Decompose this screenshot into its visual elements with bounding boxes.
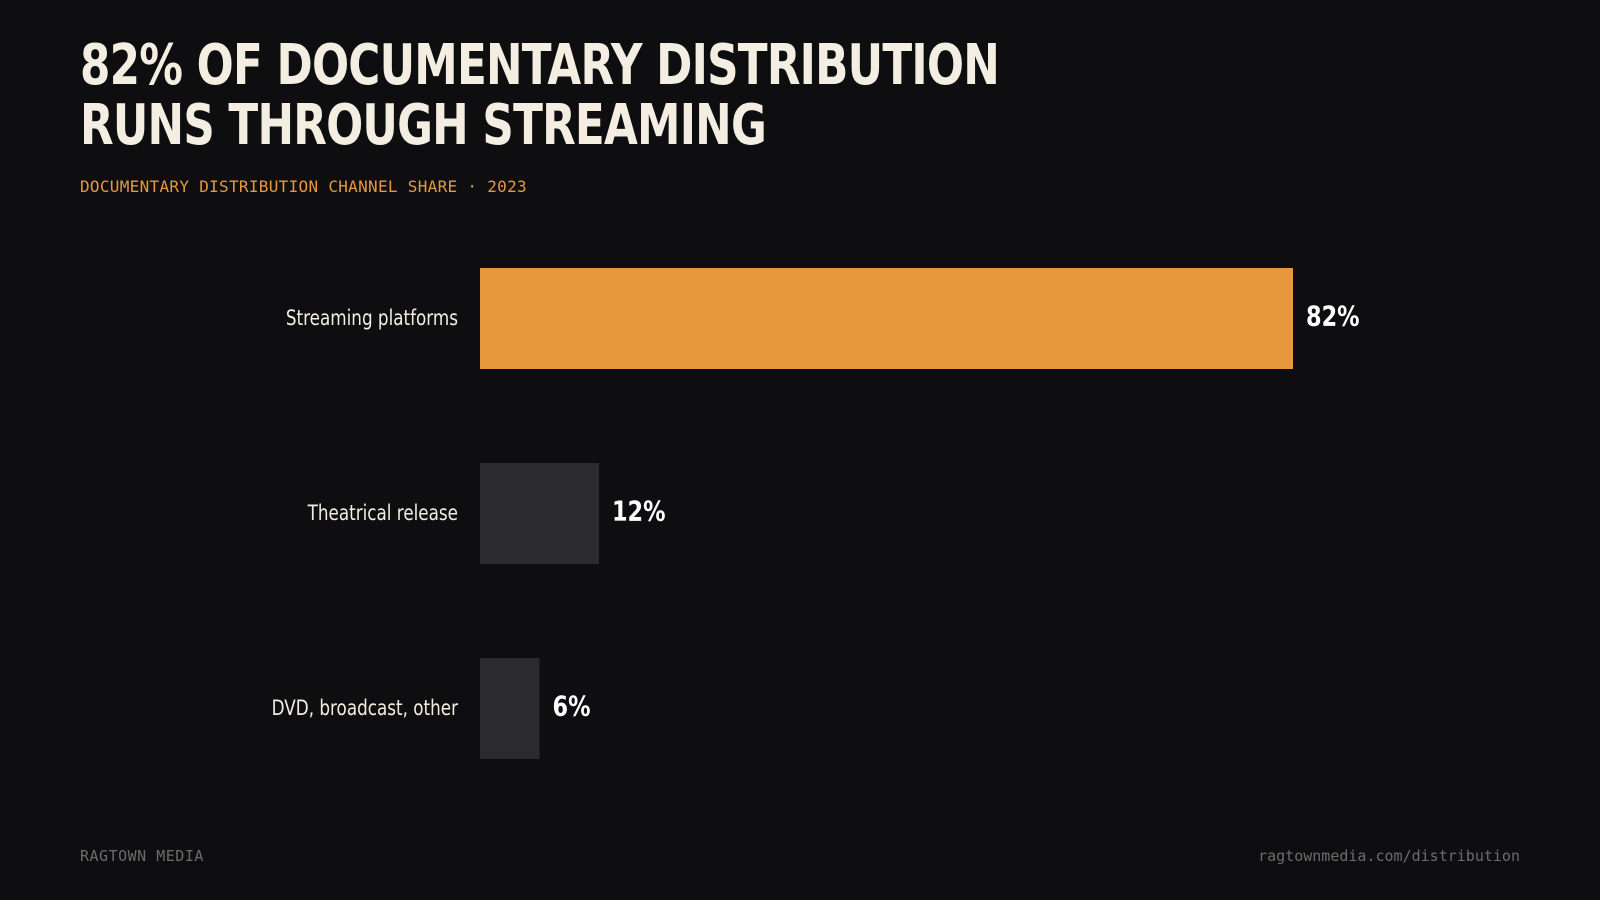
footer-brand: RAGTOWN MEDIA: [80, 847, 204, 865]
chart-subtitle: DOCUMENTARY DISTRIBUTION CHANNEL SHARE ·…: [80, 177, 527, 196]
footer-url: ragtownmedia.com/distribution: [1258, 847, 1520, 865]
category-label-theatrical-release: Theatrical release: [307, 501, 458, 525]
category-label-streaming-platforms: Streaming platforms: [286, 306, 458, 330]
bar-dvd-broadcast-other: [480, 658, 540, 759]
value-label-theatrical-release: 12%: [612, 494, 666, 527]
category-label-dvd-broadcast-other: DVD, broadcast, other: [272, 696, 459, 720]
value-label-streaming-platforms: 82%: [1306, 299, 1360, 332]
value-label-dvd-broadcast-other: 6%: [552, 689, 590, 722]
bar-streaming-platforms: [480, 268, 1293, 369]
headline-line-2: RUNS THROUGH STREAMING: [80, 93, 767, 158]
chart-headline: 82% OF DOCUMENTARY DISTRIBUTION RUNS THR…: [80, 33, 1000, 158]
bar-theatrical-release: [480, 463, 599, 564]
headline-line-1: 82% OF DOCUMENTARY DISTRIBUTION: [80, 33, 1000, 98]
